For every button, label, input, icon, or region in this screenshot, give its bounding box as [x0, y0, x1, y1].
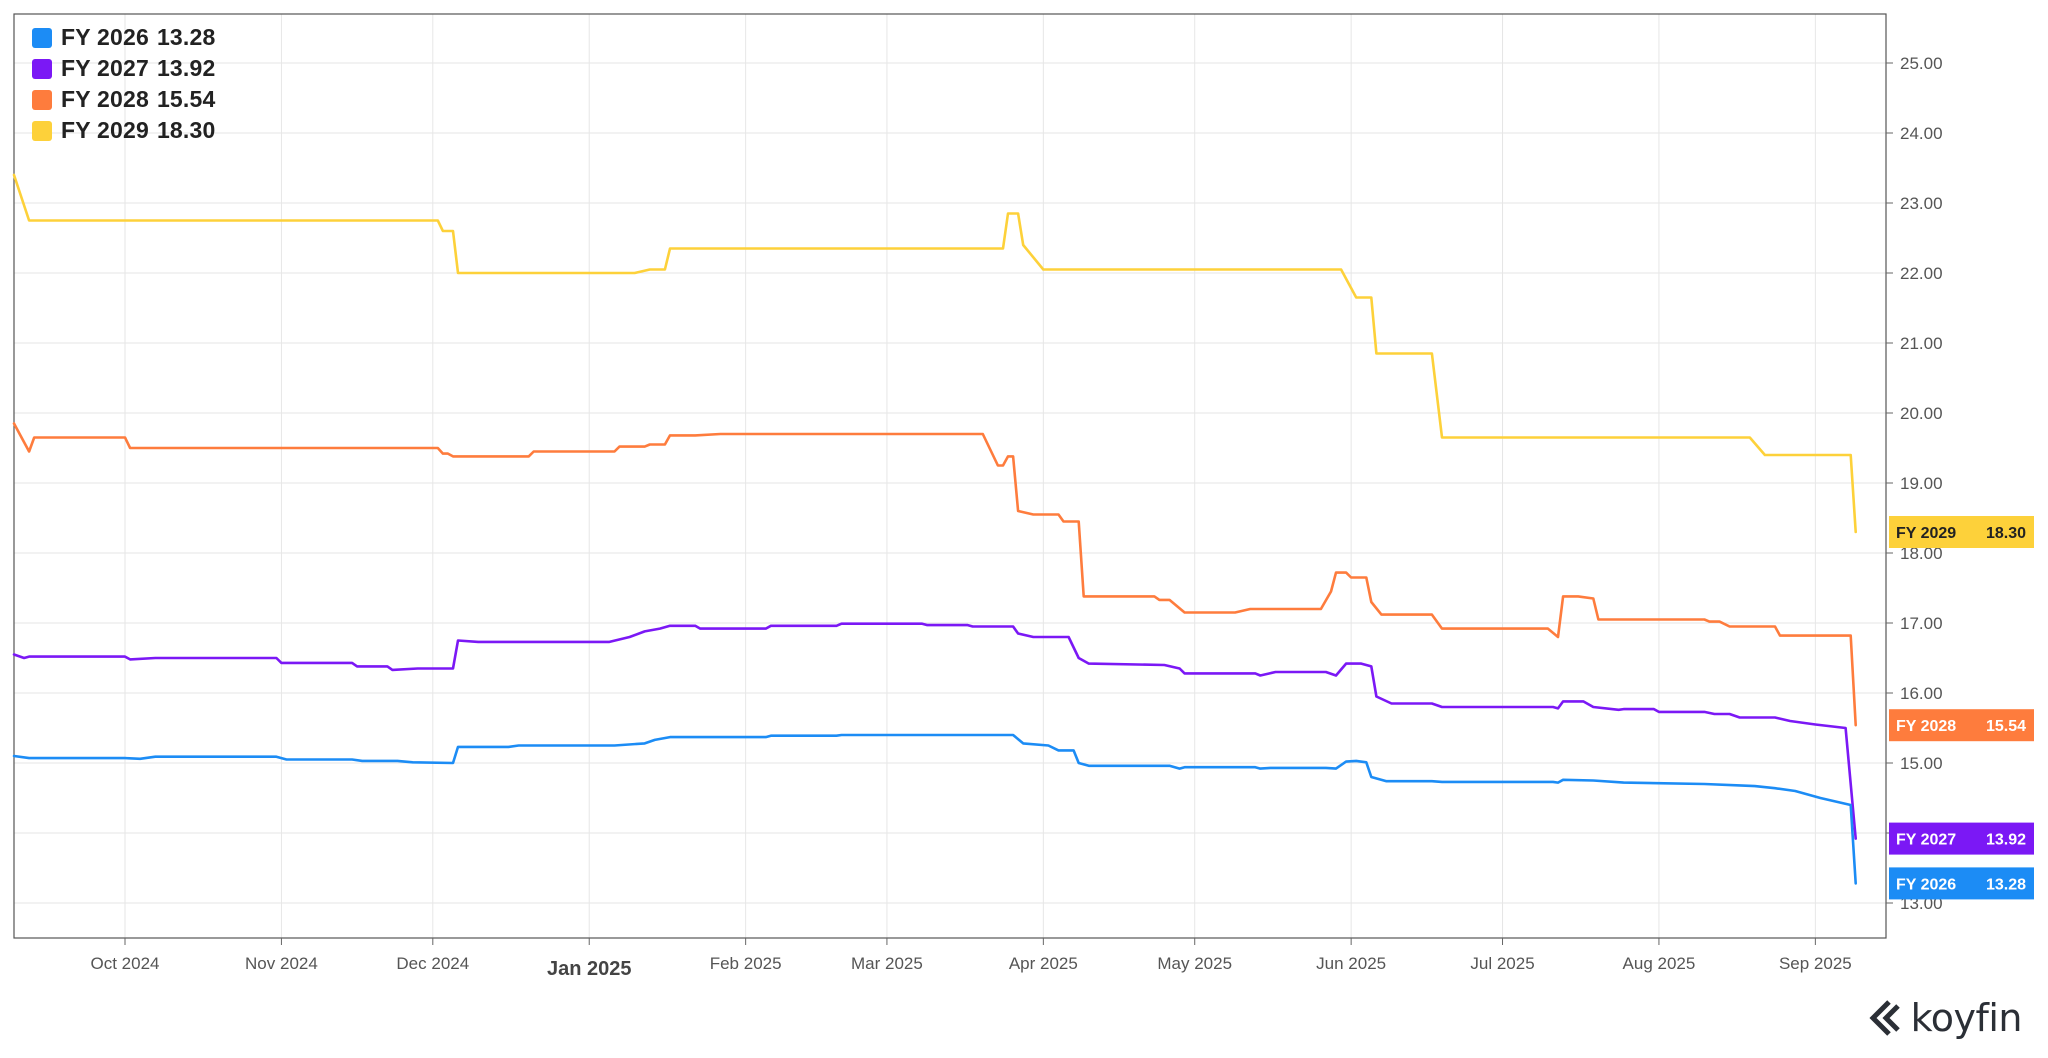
x-tick-label: Jul 2025	[1470, 954, 1534, 973]
x-tick-label: Jun 2025	[1316, 954, 1386, 973]
y-tick-label: 16.00	[1900, 684, 1943, 703]
x-tick-label: Jan 2025	[547, 958, 632, 980]
legend-item-fy2027[interactable]: FY 2027 13.92	[32, 53, 216, 84]
x-tick-label: Aug 2025	[1623, 954, 1696, 973]
legend-item-fy2026[interactable]: FY 2026 13.28	[32, 22, 216, 53]
x-tick-label: Mar 2025	[851, 954, 923, 973]
last-value-tag-bg	[1889, 516, 2034, 548]
koyfin-logo-icon	[1869, 1000, 1900, 1036]
last-value-tag-name: FY 2026	[1896, 876, 1956, 893]
legend-swatch	[32, 120, 52, 141]
legend-label: FY 2029 18.30	[61, 117, 216, 143]
last-value-tag-name: FY 2028	[1896, 718, 1956, 735]
x-tick-label: Feb 2025	[710, 954, 782, 973]
last-value-tag-name: FY 2027	[1896, 832, 1956, 849]
y-axis: 13.0014.0015.0016.0017.0018.0019.0020.00…	[1886, 54, 1943, 913]
y-tick-label: 20.00	[1900, 404, 1943, 423]
y-tick-label: 18.00	[1900, 544, 1943, 563]
last-value-tag-fy2029: FY 2029 18.30	[1889, 516, 2034, 548]
grid	[14, 14, 1886, 938]
brand-logo[interactable]: koyfin	[1867, 996, 2023, 1040]
series-line-fy2026	[12, 733, 1857, 885]
plot-frame	[13, 13, 1887, 939]
last-value-tag-bg	[1889, 822, 2034, 855]
series-lines	[12, 173, 1857, 885]
series-line-fy2027	[12, 622, 1857, 840]
y-tick-label: 25.00	[1900, 54, 1943, 73]
x-tick-label: May 2025	[1157, 954, 1232, 973]
x-axis: Oct 2024 Nov 2024 Dec 2024 Jan 2025 Feb 2025…	[91, 938, 1852, 980]
last-value-tag-fy2028: FY 2028 15.54	[1889, 709, 2034, 742]
y-tick-label: 24.00	[1900, 124, 1943, 143]
y-tick-label: 23.00	[1900, 194, 1943, 213]
last-value-tag-value: 15.54	[1986, 718, 2026, 735]
legend-item-fy2028[interactable]: FY 2028 15.54	[32, 84, 216, 115]
last-value-tag-value: 13.92	[1986, 832, 2026, 849]
last-value-tag-name: FY 2029	[1896, 525, 1956, 542]
legend-swatch	[32, 58, 52, 79]
series-line-fy2028	[12, 422, 1857, 727]
y-tick-label: 22.00	[1900, 264, 1943, 283]
x-tick-label: Apr 2025	[1009, 954, 1078, 973]
last-value-tag-value: 13.28	[1986, 876, 2026, 893]
legend-label: FY 2028 15.54	[61, 86, 216, 112]
y-tick-label: 21.00	[1900, 334, 1943, 353]
legend-swatch	[32, 89, 52, 110]
y-tick-label: 19.00	[1900, 474, 1943, 493]
last-value-tag-fy2027: FY 2027 13.92	[1889, 822, 2034, 855]
legend-swatch	[32, 27, 52, 48]
legend-label: FY 2026 13.28	[61, 24, 216, 50]
y-tick-label: 15.00	[1900, 754, 1943, 773]
x-tick-label: Dec 2024	[396, 954, 469, 973]
legend-item-fy2029[interactable]: FY 2029 18.30	[32, 115, 216, 146]
x-tick-label: Oct 2024	[91, 954, 160, 973]
legend: FY 2026 13.28 FY 2027 13.92 FY 2028 15.54 F…	[32, 22, 216, 146]
x-tick-label: Nov 2024	[245, 954, 318, 973]
last-value-tag-bg	[1889, 867, 2034, 900]
last-value-tag-bg	[1889, 709, 2034, 742]
brand-name: koyfin	[1910, 996, 2023, 1040]
x-tick-label: Sep 2025	[1779, 954, 1852, 973]
last-value-tag-fy2026: FY 2026 13.28	[1889, 867, 2034, 900]
last-value-tag-value: 18.30	[1986, 525, 2026, 542]
series-line-fy2029	[12, 173, 1857, 534]
legend-label: FY 2027 13.92	[61, 55, 216, 81]
y-tick-label: 17.00	[1900, 614, 1943, 633]
